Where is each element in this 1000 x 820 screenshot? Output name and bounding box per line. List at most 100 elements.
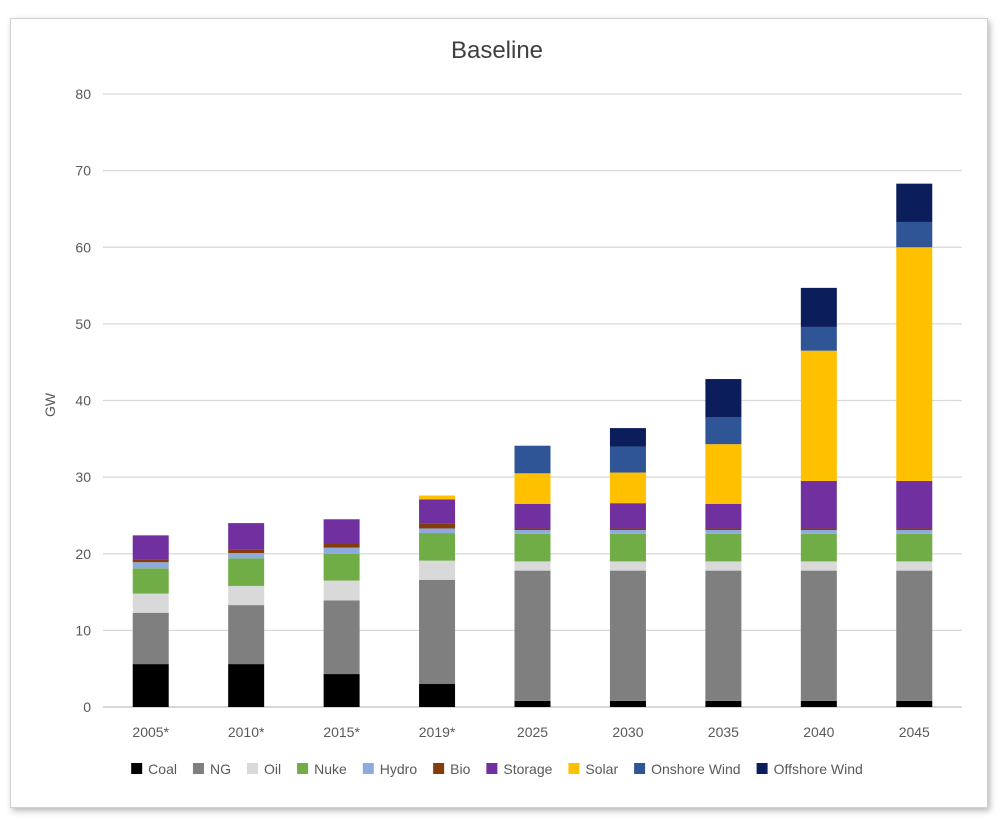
- bar-segment: [228, 558, 265, 586]
- legend-label: Bio: [450, 761, 470, 777]
- bar-segment: [419, 560, 456, 580]
- bar-segment: [705, 700, 742, 707]
- bar-segment: [323, 553, 360, 581]
- legend-swatch: [568, 763, 580, 774]
- bar-stack: [609, 428, 646, 707]
- legend-label: Storage: [503, 761, 552, 777]
- bar-segment: [705, 529, 742, 534]
- bar-segment: [514, 700, 551, 707]
- legend-item: Offshore Wind: [756, 761, 863, 777]
- bar-stack: [419, 495, 456, 707]
- x-tick-label: 2045: [899, 724, 930, 740]
- y-tick-label: 20: [75, 546, 91, 562]
- bar-stack: [896, 183, 933, 707]
- legend-item: Bio: [433, 761, 471, 777]
- bar-segment: [800, 570, 837, 701]
- bar-segment: [132, 562, 169, 569]
- bar-segment: [132, 664, 169, 707]
- x-tick-labels: 2005* 2010* 2015* 2019* 2025 2030 2035 2040 2045: [132, 724, 930, 740]
- bar-segment: [323, 674, 360, 707]
- legend-label: Oil: [264, 761, 281, 777]
- legend-swatch: [192, 763, 204, 774]
- bar-segment: [705, 417, 742, 445]
- y-tick-label: 10: [75, 622, 91, 638]
- legend-swatch: [486, 763, 498, 774]
- bar-stack: [514, 445, 551, 707]
- legend-label: Hydro: [380, 761, 418, 777]
- bar-segment: [896, 183, 933, 222]
- bar-segment: [800, 700, 837, 707]
- bar-segment: [705, 533, 742, 562]
- bar-segment: [896, 528, 933, 530]
- bar-segment: [132, 568, 169, 594]
- legend-label: Coal: [148, 761, 177, 777]
- bar-segment: [896, 533, 933, 562]
- y-axis-label: GW: [42, 392, 58, 417]
- bar-segment: [896, 561, 933, 571]
- bar-segment: [228, 664, 265, 707]
- legend-item: Coal: [131, 761, 177, 777]
- bar-segment: [514, 529, 551, 534]
- bar-segment: [800, 529, 837, 534]
- bar-segment: [132, 593, 169, 613]
- bar-segment: [896, 480, 933, 529]
- bar-stack: [228, 523, 265, 707]
- legend-swatch: [756, 763, 768, 774]
- legend-label: Offshore Wind: [774, 761, 863, 777]
- bar-segment: [896, 700, 933, 707]
- legend-swatch: [131, 763, 143, 774]
- bar-segment: [323, 600, 360, 675]
- x-tick-label: 2030: [612, 724, 643, 740]
- bar-segment: [419, 533, 456, 561]
- bar-segment: [323, 519, 360, 544]
- bar-segment: [419, 528, 456, 534]
- bar-segment: [132, 559, 169, 563]
- bar-segment: [323, 580, 360, 601]
- legend-item: Hydro: [362, 761, 418, 777]
- legend-label: NG: [210, 761, 231, 777]
- y-tick-label: 60: [75, 239, 91, 255]
- x-tick-label: 2040: [803, 724, 834, 740]
- x-tick-label: 2010*: [228, 724, 265, 740]
- bar-segment: [609, 700, 646, 707]
- bar-segment: [609, 561, 646, 571]
- bar-segment: [609, 472, 646, 504]
- bar-segment: [514, 570, 551, 701]
- bar-segment: [896, 221, 933, 248]
- bar-segment: [419, 495, 456, 500]
- bar-segment: [514, 561, 551, 571]
- legend-item: Nuke: [297, 761, 347, 777]
- legend-label: Solar: [585, 761, 618, 777]
- legend: Coal NG Oil Nuke Hydro Bio Storage Solar Onshore…: [131, 761, 863, 777]
- bar-segment: [705, 379, 742, 418]
- bar-segment: [705, 444, 742, 504]
- bar-segment: [705, 503, 742, 529]
- bar-segment: [609, 528, 646, 530]
- y-tick-label: 80: [75, 86, 91, 102]
- bar-stack: [800, 287, 837, 707]
- bars: [132, 183, 933, 707]
- x-tick-label: 2035: [708, 724, 739, 740]
- legend-label: Onshore Wind: [651, 761, 740, 777]
- bar-segment: [800, 287, 837, 327]
- bar-segment: [705, 528, 742, 530]
- bar-segment: [228, 552, 265, 559]
- bar-segment: [705, 570, 742, 701]
- legend-swatch: [297, 763, 309, 774]
- bar-segment: [228, 605, 265, 665]
- legend-item: Storage: [486, 761, 553, 777]
- bar-segment: [609, 570, 646, 701]
- legend-item: Solar: [568, 761, 618, 777]
- y-tick-label: 30: [75, 469, 91, 485]
- y-tick-label: 50: [75, 316, 91, 332]
- legend-item: Oil: [246, 761, 281, 777]
- bar-segment: [323, 543, 360, 548]
- bar-segment: [800, 561, 837, 571]
- legend-swatch: [634, 763, 646, 774]
- x-tick-label: 2005*: [132, 724, 169, 740]
- bar-segment: [800, 528, 837, 530]
- bar-segment: [419, 579, 456, 685]
- legend-item: NG: [192, 761, 231, 777]
- bar-stack: [132, 535, 169, 707]
